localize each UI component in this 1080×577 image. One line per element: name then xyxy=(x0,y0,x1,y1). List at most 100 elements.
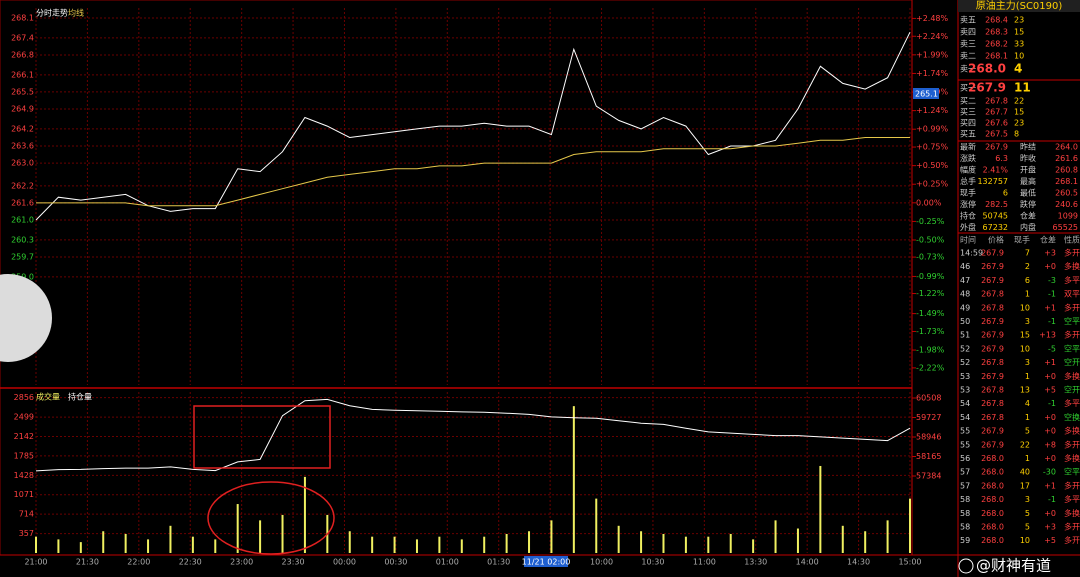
watermark: @财神有道 xyxy=(976,557,1051,575)
cursor-time: 11/21 02:00 xyxy=(522,558,571,567)
y-tick-label: 265.5 xyxy=(11,87,34,96)
y2-tick-label: 0.00% xyxy=(916,198,942,207)
tick-cell: +5 xyxy=(1044,386,1056,395)
y-tick-label: 262.2 xyxy=(11,181,34,190)
book-price: 267.5 xyxy=(985,130,1008,139)
tick-cell: -1 xyxy=(1048,495,1056,504)
x-tick-label: 10:00 xyxy=(590,558,613,567)
y2-tick-label: -0.50% xyxy=(916,236,945,245)
x-tick-label: 15:00 xyxy=(898,558,921,567)
stat-value: 240.6 xyxy=(1055,200,1078,209)
stat-label: 外盘 xyxy=(960,222,976,232)
tick-cell: 空开 xyxy=(1064,385,1080,395)
quote-title: 原油主力(SC0190) xyxy=(976,0,1063,12)
tick-cell: 52 xyxy=(960,344,970,353)
highlight-ellipse xyxy=(207,481,335,555)
book-price: 267.9 xyxy=(968,81,1006,95)
tick-cell: 267.8 xyxy=(981,386,1004,395)
tick-cell: 267.9 xyxy=(981,440,1004,449)
tick-cell: 10 xyxy=(1020,536,1030,545)
volume-bar xyxy=(505,533,508,553)
volume-bar xyxy=(281,514,284,553)
volume-bar xyxy=(752,539,755,553)
book-price: 267.7 xyxy=(985,108,1008,117)
book-label: 卖一 xyxy=(960,65,976,74)
book-price: 268.3 xyxy=(985,28,1008,37)
stat-label: 昨结 xyxy=(1020,142,1036,152)
tick-cell: 5 xyxy=(1025,509,1030,518)
tick-cell: 多换 xyxy=(1064,426,1080,436)
tick-cell: -1 xyxy=(1048,290,1056,299)
tick-cell: 56 xyxy=(960,454,970,463)
volume-bar xyxy=(864,531,867,553)
volume-bar xyxy=(371,536,374,553)
x-tick-label: 23:00 xyxy=(230,558,253,567)
stat-value: 67232 xyxy=(983,223,1008,232)
stat-value: 264.0 xyxy=(1055,143,1078,152)
y-tick-label: 1428 xyxy=(14,471,34,480)
series-line xyxy=(35,398,911,472)
x-tick-label: 21:30 xyxy=(76,558,99,567)
legend-label: 均线 xyxy=(68,8,84,18)
book-volume: 10 xyxy=(1014,52,1024,61)
tick-cell: 267.9 xyxy=(981,372,1004,381)
legend-label: 持仓量 xyxy=(68,392,92,402)
stat-label: 跌停 xyxy=(1020,199,1036,209)
volume-bar xyxy=(841,525,844,553)
y-tick-label: 714 xyxy=(19,510,34,519)
stat-label: 最低 xyxy=(1020,188,1036,198)
tick-cell: 5 xyxy=(1025,427,1030,436)
y-tick-label: 1785 xyxy=(14,451,34,460)
tick-cell: 268.0 xyxy=(981,536,1004,545)
ticks-header: 价格 xyxy=(988,235,1004,245)
tick-cell: 267.8 xyxy=(981,413,1004,422)
tick-cell: 58 xyxy=(960,509,970,518)
book-volume: 8 xyxy=(1014,130,1019,139)
tick-cell: 多开 xyxy=(1064,522,1080,532)
y2-tick-label: +0.75% xyxy=(916,143,949,152)
tick-cell: 空开 xyxy=(1064,357,1080,367)
stat-value: 1099 xyxy=(1058,212,1078,221)
stat-label: 涨跌 xyxy=(960,153,976,163)
y2-tick-label: 57384 xyxy=(916,471,941,480)
tick-cell: 多开 xyxy=(1064,330,1080,340)
tick-cell: +3 xyxy=(1044,523,1056,532)
volume-bar xyxy=(886,520,889,553)
y2-tick-label: -1.49% xyxy=(916,309,945,318)
tick-cell: 多开 xyxy=(1064,439,1080,449)
tick-cell: +0 xyxy=(1044,454,1056,463)
tick-cell: 多开 xyxy=(1064,248,1080,258)
stat-value: 268.1 xyxy=(1055,177,1078,186)
book-volume: 23 xyxy=(1014,16,1024,25)
stat-label: 昨收 xyxy=(1020,153,1036,163)
tick-cell: +5 xyxy=(1044,536,1056,545)
tick-cell: +0 xyxy=(1044,262,1056,271)
book-volume: 22 xyxy=(1014,97,1024,106)
book-price: 267.8 xyxy=(985,97,1008,106)
tick-cell: -30 xyxy=(1043,468,1056,477)
volume-bar xyxy=(438,536,441,553)
tick-cell: -1 xyxy=(1048,317,1056,326)
y-tick-label: 268.1 xyxy=(11,13,34,22)
y2-tick-label: -0.73% xyxy=(916,253,945,262)
book-volume: 4 xyxy=(1014,62,1022,76)
tick-cell: 46 xyxy=(960,262,970,271)
overlay-button[interactable] xyxy=(0,274,52,362)
tick-cell: 58 xyxy=(960,495,970,504)
series-line xyxy=(36,137,910,207)
y2-tick-label: +1.74% xyxy=(916,69,949,78)
tick-cell: 空平 xyxy=(1064,316,1080,326)
book-label: 买二 xyxy=(960,97,976,106)
book-label: 卖三 xyxy=(960,40,976,49)
stat-value: 282.5 xyxy=(985,200,1008,209)
stat-value: 65525 xyxy=(1053,223,1078,232)
tick-cell: 3 xyxy=(1025,358,1030,367)
x-tick-label: 10:30 xyxy=(641,558,664,567)
book-label: 卖五 xyxy=(960,16,976,25)
tick-cell: 7 xyxy=(1025,249,1030,258)
y2-tick-label: -1.73% xyxy=(916,327,945,336)
tick-cell: 空平 xyxy=(1064,467,1080,477)
cursor-price-box xyxy=(913,88,939,99)
tick-cell: +0 xyxy=(1044,509,1056,518)
